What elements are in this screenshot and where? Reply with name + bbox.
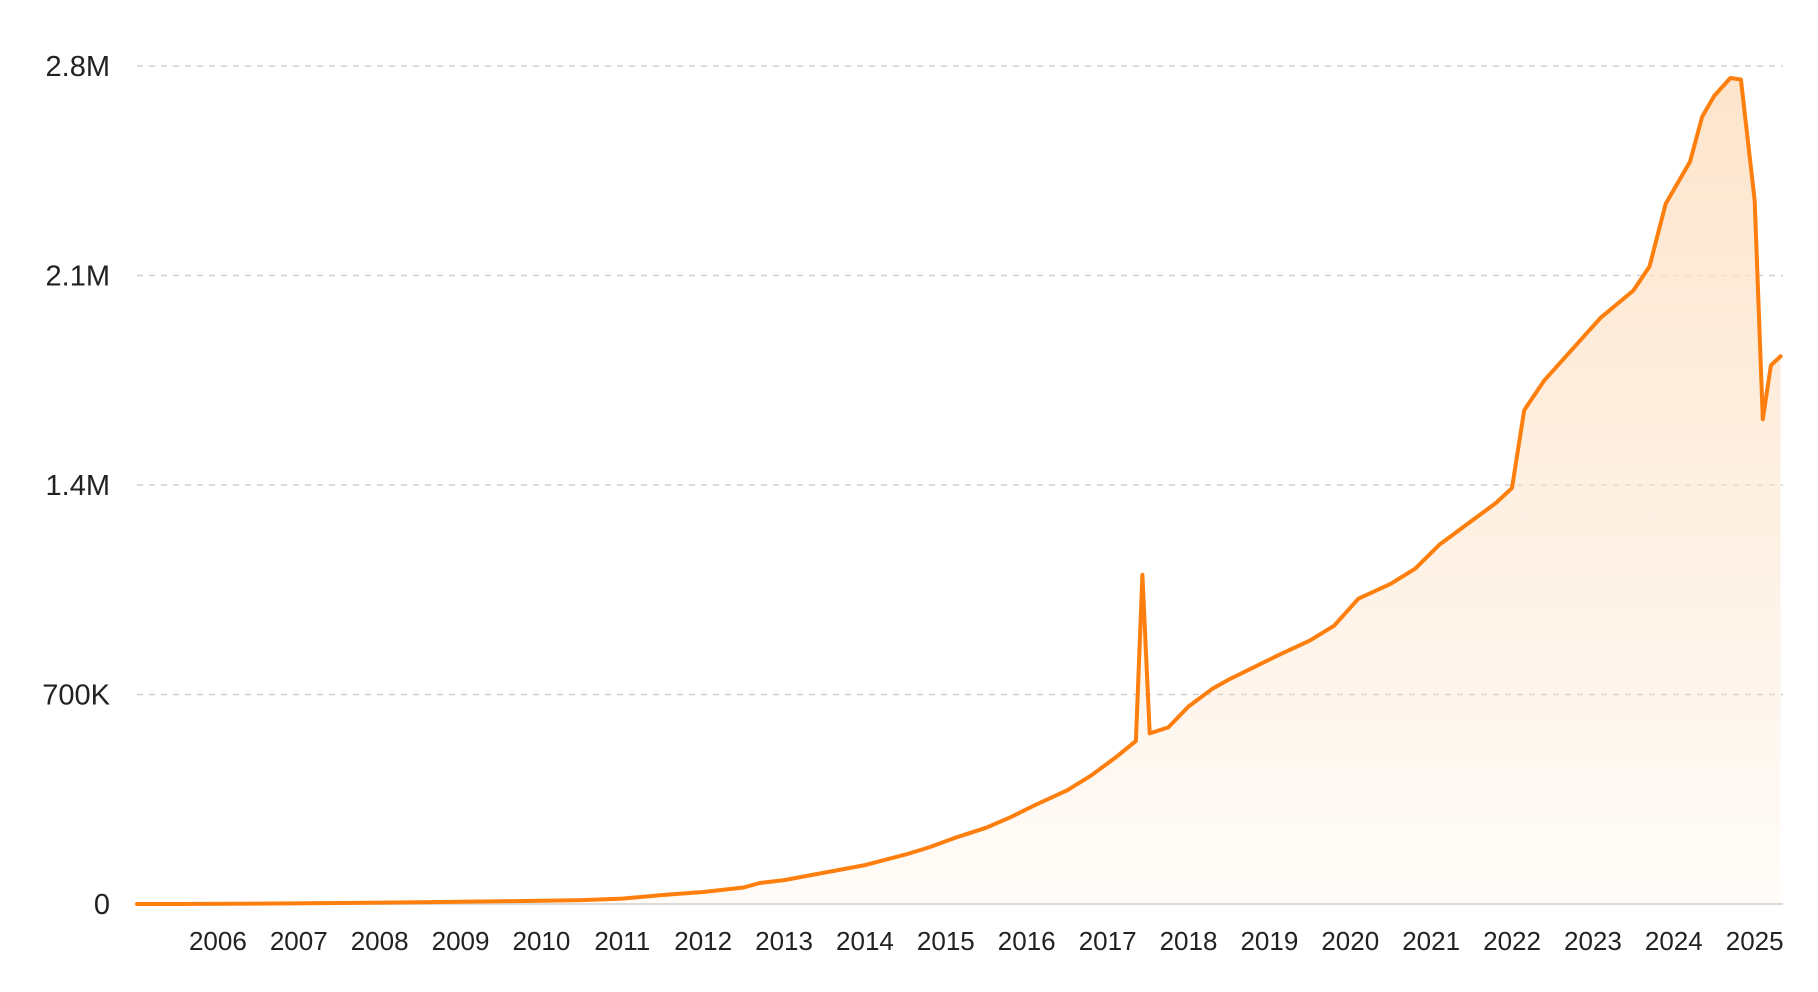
- y-tick-label: 1.4M: [46, 470, 110, 502]
- x-tick-label: 2014: [836, 926, 894, 956]
- x-tick-label: 2018: [1160, 926, 1218, 956]
- x-tick-label: 2011: [594, 926, 650, 956]
- x-tick-label: 2023: [1564, 926, 1622, 956]
- y-tick-label: 2.8M: [46, 51, 110, 83]
- x-tick-label: 2013: [755, 926, 813, 956]
- y-tick-label: 2.1M: [46, 261, 110, 293]
- plot-area: [135, 76, 1783, 906]
- x-tick-label: 2021: [1402, 926, 1460, 956]
- x-tick-label: 2015: [917, 926, 975, 956]
- x-tick-label: 2006: [189, 926, 247, 956]
- y-tick-label: 700K: [42, 680, 110, 712]
- series-area-fill: [137, 78, 1781, 904]
- x-tick-label: 2009: [432, 926, 490, 956]
- x-tick-label: 2024: [1645, 926, 1703, 956]
- x-tick-label: 2012: [674, 926, 732, 956]
- x-tick-label: 2007: [270, 926, 328, 956]
- y-tick-label: 0: [94, 889, 110, 921]
- x-tick-label: 2017: [1079, 926, 1137, 956]
- x-tick-label: 2016: [998, 926, 1056, 956]
- series-line: [135, 76, 1783, 906]
- x-tick-label: 2022: [1483, 926, 1541, 956]
- x-axis-ticks: 2006 2007 2008 2009 2010 2011 2012 2013 2014 2015…: [189, 926, 1784, 956]
- x-tick-label: 2020: [1321, 926, 1379, 956]
- x-tick-label: 2010: [513, 926, 571, 956]
- y-axis-ticks: 0 700K 1.4M 2.1M 2.8M: [42, 51, 110, 921]
- x-tick-label: 2019: [1240, 926, 1298, 956]
- x-tick-label: 2008: [351, 926, 409, 956]
- x-tick-label: 2025: [1726, 926, 1784, 956]
